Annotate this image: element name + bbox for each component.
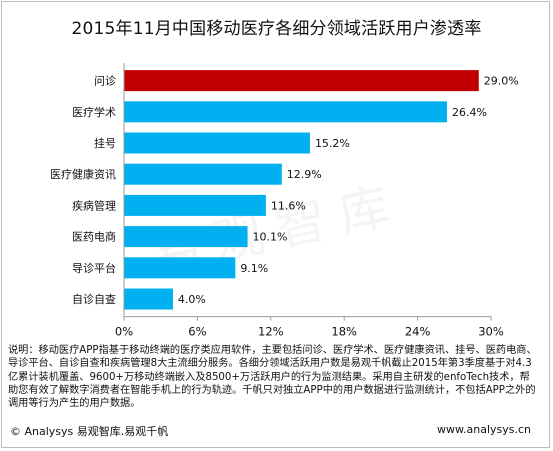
category-label: 问诊	[94, 74, 116, 88]
chart-title: 2015年11月中国移动医疗各细分领域活跃用户渗透率	[71, 19, 482, 39]
footer-copyright: © Analysys 易观智库.易观千帆	[10, 425, 169, 438]
x-tick-label: 0%	[115, 325, 133, 339]
bar-2	[124, 101, 447, 123]
chart-notes: 说明：移动医疗APP指基于移动终端的医疗类应用软件，主要包括问诊、医疗学术、医疗…	[8, 345, 537, 410]
value-label: 15.2%	[315, 137, 350, 150]
category-label: 医疗健康资讯	[50, 167, 116, 181]
bar-3	[124, 132, 310, 154]
value-label: 12.9%	[287, 168, 322, 181]
x-tick-label: 6%	[188, 325, 206, 339]
category-label: 医药电商	[72, 230, 116, 244]
footer-website: www.analysys.cn	[437, 423, 531, 436]
value-label: 4.0%	[178, 293, 206, 306]
category-label: 疾病管理	[72, 198, 116, 212]
value-label: 11.6%	[271, 199, 306, 212]
x-tick-label: 24%	[405, 325, 431, 339]
bar-6	[124, 226, 248, 248]
category-label: 导诊平台	[72, 261, 116, 275]
value-label: 9.1%	[240, 262, 268, 275]
bar-1	[124, 70, 479, 92]
value-label: 10.1%	[253, 231, 288, 244]
bar-5	[124, 194, 266, 216]
x-tick-label: 30%	[478, 325, 504, 339]
bar-7	[124, 257, 236, 279]
category-label: 医疗学术	[72, 105, 116, 119]
category-label: 自诊自查	[72, 292, 116, 306]
x-tick-label: 18%	[331, 325, 357, 339]
bar-4	[124, 163, 282, 185]
x-tick-label: 12%	[258, 325, 284, 339]
bar-8	[124, 288, 173, 310]
category-label: 挂号	[94, 136, 116, 150]
value-label: 26.4%	[452, 106, 487, 119]
value-label: 29.0%	[484, 75, 519, 88]
